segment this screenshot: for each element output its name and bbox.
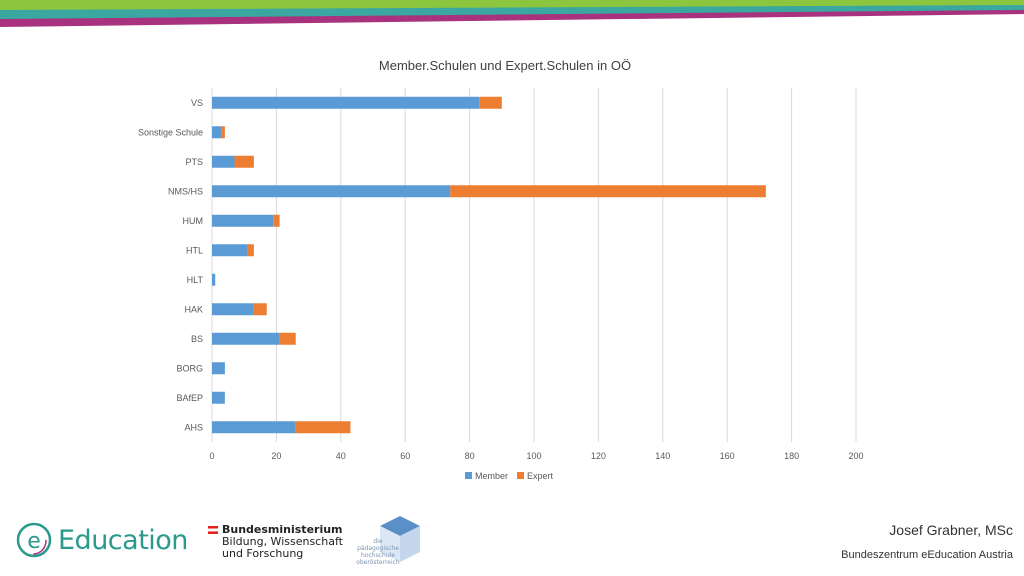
bar-member bbox=[212, 126, 222, 139]
eeducation-e-letter: e bbox=[27, 529, 41, 554]
bar-expert bbox=[247, 244, 254, 257]
category-label: BAfEP bbox=[176, 393, 203, 403]
bar-expert bbox=[279, 332, 296, 345]
bar-member bbox=[212, 273, 216, 286]
ph-ooe-text: die pädagogische hochschule oberösterrei… bbox=[356, 538, 400, 566]
x-tick-label: 100 bbox=[526, 451, 541, 461]
bar-expert bbox=[253, 303, 267, 316]
ph-ooe-logo: die pädagogische hochschule oberösterrei… bbox=[352, 516, 424, 569]
legend-label: Expert bbox=[527, 471, 554, 481]
category-label: NMS/HS bbox=[168, 186, 203, 196]
author-name: Josef Grabner, MSc bbox=[889, 522, 1013, 538]
category-label: Sonstige Schule bbox=[138, 127, 203, 137]
legend-swatch bbox=[465, 472, 472, 479]
austria-flag-icon bbox=[208, 526, 218, 534]
x-tick-label: 160 bbox=[720, 451, 735, 461]
x-tick-label: 180 bbox=[784, 451, 799, 461]
category-label: HUM bbox=[183, 216, 204, 226]
bar-member bbox=[212, 362, 225, 375]
ministry-name-line2: Bildung, Wissenschaft bbox=[222, 535, 343, 548]
legend: Member Expert bbox=[465, 471, 554, 481]
x-tick-label: 200 bbox=[848, 451, 863, 461]
bar-expert bbox=[479, 96, 502, 109]
gridlines bbox=[211, 88, 857, 442]
bar-chart: Member.Schulen und Expert.Schulen in OÖ … bbox=[138, 58, 864, 481]
x-tick-label: 60 bbox=[400, 451, 410, 461]
x-tick-label: 20 bbox=[271, 451, 281, 461]
x-tick-label: 0 bbox=[209, 451, 214, 461]
header-stripes bbox=[0, 0, 1024, 27]
organization-name: Bundeszentrum eEducation Austria bbox=[841, 549, 1013, 561]
stripe-magenta bbox=[0, 8, 1024, 27]
category-label: VS bbox=[191, 98, 203, 108]
ministry-name-line3: und Forschung bbox=[222, 547, 304, 560]
bar-expert bbox=[273, 214, 280, 227]
x-tick-label: 120 bbox=[591, 451, 606, 461]
x-tick-labels: 0 20 40 60 80 100 120 140 160 180 200 bbox=[209, 451, 863, 461]
ministry-name-line1: Bundesministerium bbox=[222, 523, 343, 536]
chart-title: Member.Schulen und Expert.Schulen in OÖ bbox=[379, 58, 631, 73]
eeducation-logo: e Education bbox=[14, 514, 188, 566]
legend-label: Member bbox=[475, 471, 508, 481]
category-label: HLT bbox=[187, 275, 204, 285]
bar-member bbox=[212, 214, 274, 227]
bar-member bbox=[212, 185, 451, 198]
bar-member bbox=[212, 244, 248, 257]
bar-expert bbox=[234, 155, 254, 168]
bar-expert bbox=[221, 126, 225, 139]
category-label: PTS bbox=[185, 157, 203, 167]
eeducation-e-icon: e bbox=[16, 522, 52, 558]
category-label: HTL bbox=[186, 245, 203, 255]
stripe-green bbox=[0, 0, 1024, 10]
eeducation-logo-text: Education bbox=[58, 524, 188, 556]
bar-member bbox=[212, 332, 280, 345]
ministry-logo: Bundesministerium Bildung, Wissenschaft … bbox=[208, 524, 343, 560]
ph-cube-icon bbox=[380, 516, 420, 562]
category-label: BORG bbox=[176, 363, 203, 373]
category-label: HAK bbox=[184, 304, 203, 314]
category-label: AHS bbox=[184, 422, 203, 432]
bar-member bbox=[212, 155, 235, 168]
bar-expert bbox=[450, 185, 766, 198]
x-tick-label: 80 bbox=[465, 451, 475, 461]
x-tick-label: 40 bbox=[336, 451, 346, 461]
legend-swatch bbox=[517, 472, 524, 479]
bar-member bbox=[212, 421, 296, 434]
x-tick-label: 140 bbox=[655, 451, 670, 461]
bar-member bbox=[212, 391, 225, 404]
bar-member bbox=[212, 303, 254, 316]
bar-member bbox=[212, 96, 480, 109]
category-label: BS bbox=[191, 334, 203, 344]
bars bbox=[212, 96, 766, 434]
bar-expert bbox=[295, 421, 351, 434]
category-labels: AHS BAfEP BORG BS HAK HLT HTL HUM NMS/HS PTS Sonst… bbox=[138, 98, 204, 433]
